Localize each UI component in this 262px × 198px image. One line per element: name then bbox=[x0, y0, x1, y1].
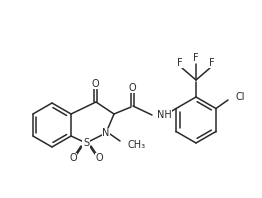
Text: CH₃: CH₃ bbox=[128, 140, 146, 150]
Text: F: F bbox=[177, 58, 183, 68]
Text: S: S bbox=[83, 138, 89, 148]
Text: F: F bbox=[193, 53, 199, 63]
Text: Cl: Cl bbox=[236, 92, 245, 102]
Text: F: F bbox=[209, 58, 215, 68]
Text: O: O bbox=[92, 79, 99, 89]
Text: O: O bbox=[128, 83, 136, 93]
Text: N: N bbox=[102, 128, 110, 138]
Text: O: O bbox=[69, 153, 77, 163]
Text: NH: NH bbox=[157, 110, 172, 120]
Text: O: O bbox=[95, 153, 103, 163]
